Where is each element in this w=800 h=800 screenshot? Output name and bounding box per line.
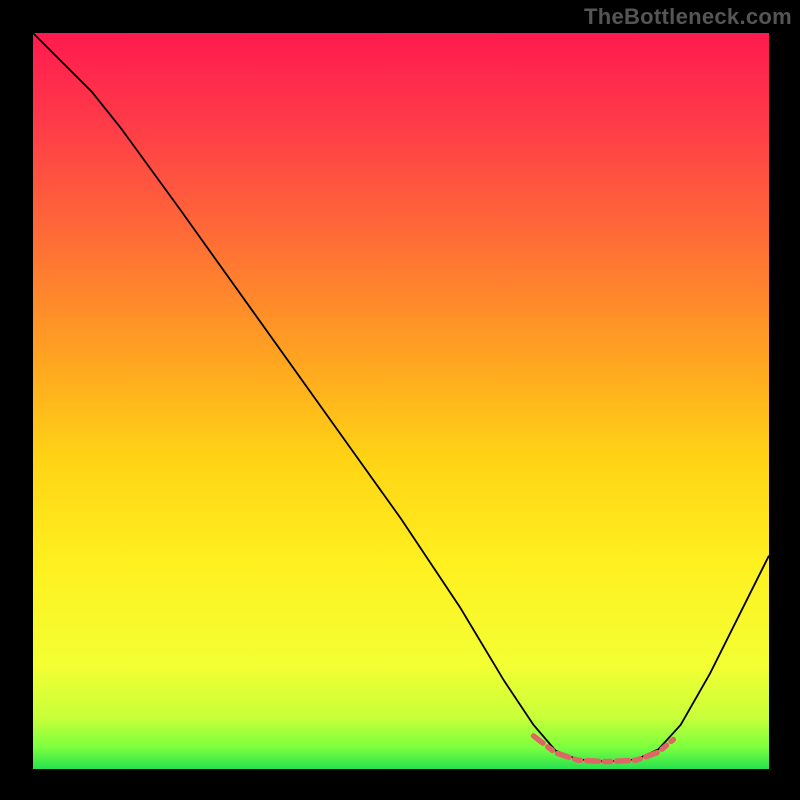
bottleneck-chart — [0, 0, 800, 800]
chart-canvas: TheBottleneck.com — [0, 0, 800, 800]
watermark-text: TheBottleneck.com — [584, 4, 792, 30]
plot-background — [33, 33, 769, 769]
